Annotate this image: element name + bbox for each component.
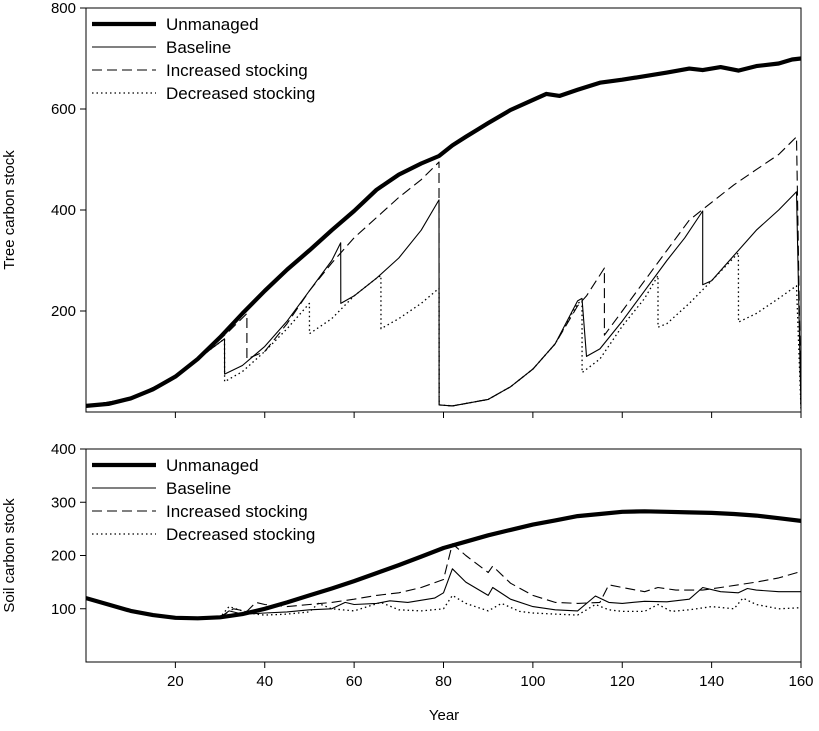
legend-label: Decreased stocking: [166, 525, 315, 544]
y-tick-label: 400: [51, 202, 76, 219]
series-line-baseline: [86, 191, 801, 410]
y-tick-label: 800: [51, 0, 76, 17]
x-tick-label: 20: [167, 673, 184, 690]
tree-carbon-panel: 200 400 600 800 Tree carbon stock Unmanaged Ba…: [1, 0, 802, 418]
x-tick-label: 60: [346, 673, 363, 690]
series-line-baseline: [86, 568, 801, 619]
y-tick-label: 600: [51, 101, 76, 118]
y-tick-label: 200: [51, 303, 76, 320]
series-line-decreased-stocking: [86, 252, 801, 410]
series-line-unmanaged: [86, 56, 801, 408]
soil-carbon-panel: 100 200 300 400 20 40 60 80 100 120 140 160 Soil car…: [1, 441, 814, 690]
x-axis-title: Year: [429, 707, 459, 724]
y-tick-label: 300: [51, 494, 76, 511]
y-axis-title: Tree carbon stock: [1, 150, 18, 270]
y-tick-label: 100: [51, 601, 76, 618]
x-tick-label: 120: [610, 673, 635, 690]
y-tick-label: 200: [51, 548, 76, 565]
legend-label: Unmanaged: [166, 456, 259, 475]
series-line-increased-stocking: [86, 136, 801, 410]
y-tick-label: 400: [51, 441, 76, 458]
legend-label: Increased stocking: [166, 61, 308, 80]
x-tick-label: 40: [256, 673, 273, 690]
legend-label: Baseline: [166, 38, 231, 57]
series-line-increased-stocking: [86, 543, 801, 619]
series-line-decreased-stocking: [86, 594, 801, 619]
y-axis-title: Soil carbon stock: [1, 498, 18, 613]
legend-label: Baseline: [166, 479, 231, 498]
x-tick-label: 80: [435, 673, 452, 690]
legend-label: Increased stocking: [166, 502, 308, 521]
x-tick-label: 160: [788, 673, 813, 690]
legend-label: Unmanaged: [166, 15, 259, 34]
x-tick-label: 100: [520, 673, 545, 690]
legend-label: Decreased stocking: [166, 84, 315, 103]
x-tick-label: 140: [699, 673, 724, 690]
